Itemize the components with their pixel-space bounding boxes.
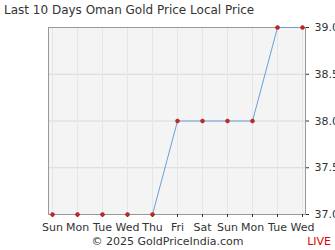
svg-text:Sat: Sat	[193, 221, 212, 234]
svg-text:Wed: Wed	[116, 221, 140, 234]
html-text:LIVE: LIVE	[307, 235, 331, 248]
svg-text:Thu: Thu	[141, 221, 163, 234]
svg-text:Sun: Sun	[42, 221, 63, 234]
svg-text:Mon: Mon	[66, 221, 89, 234]
html-text:© 2025 GoldPriceIndia.com: © 2025 GoldPriceIndia.com	[91, 235, 244, 248]
html-text:Last 10 Days Oman Gold Price L: Last 10 Days Oman Gold Price Local Price	[4, 3, 255, 17]
svg-text:Wed: Wed	[291, 221, 315, 234]
svg-text:Mon: Mon	[241, 221, 264, 234]
svg-text:38.0: 38.0	[315, 115, 335, 128]
svg-text:Tue: Tue	[92, 221, 112, 234]
svg-text:Sun: Sun	[217, 221, 238, 234]
svg-text:Tue: Tue	[267, 221, 287, 234]
svg-text:39.0: 39.0	[315, 21, 335, 34]
svg-text:37.0: 37.0	[315, 208, 335, 221]
svg-text:Fri: Fri	[171, 221, 184, 234]
svg-text:37.5: 37.5	[315, 161, 335, 174]
svg-text:38.5: 38.5	[315, 68, 335, 81]
